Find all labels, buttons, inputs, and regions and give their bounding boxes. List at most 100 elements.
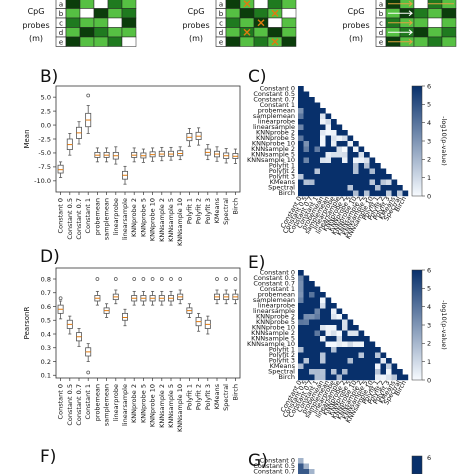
heatmap-cell [364, 374, 370, 381]
box-outlier [86, 370, 91, 375]
matrix-cell [413, 17, 429, 28]
heatmap-row-label: linearprobe [258, 301, 295, 309]
matrix-cell [65, 0, 81, 9]
heatmap-cell [364, 347, 370, 353]
heatmap-cell [314, 174, 321, 180]
box-iqr [57, 164, 64, 174]
heatmap-row-label: KNNprobe 2 [256, 128, 295, 136]
heatmap-cell [303, 341, 310, 348]
heatmap-cell [336, 369, 343, 375]
x-tick-label: Birch [231, 198, 239, 215]
y-tick-label: 2.5 [41, 107, 51, 115]
heatmap-cell [325, 113, 332, 120]
heatmap-cell [314, 297, 321, 304]
heatmap-row-label: Birch [279, 373, 296, 381]
x-tick-label: KNNsample 2 [158, 198, 166, 242]
m-label: (m) [349, 34, 363, 43]
heatmap-cell [320, 369, 326, 375]
heatmap-cell [402, 374, 409, 381]
heatmap-cell [298, 152, 304, 158]
heatmap-cell [303, 314, 310, 320]
heatmap-cell [386, 358, 392, 364]
y-tick-label: 0.8 [41, 275, 51, 283]
heatmap-cell [353, 185, 359, 191]
heatmap-cell [309, 303, 315, 309]
heatmap-cell [380, 352, 387, 359]
heatmap-cell [298, 163, 304, 169]
heatmap-cell [303, 352, 310, 359]
heatmap-cell [353, 325, 359, 331]
heatmap-cell [369, 163, 376, 169]
heatmap-cell [314, 185, 321, 191]
heatmap-cell [298, 325, 304, 331]
heatmap-cell [353, 363, 359, 370]
heatmap-cell [369, 185, 376, 191]
heatmap-cell [309, 97, 315, 103]
matrix-cell [65, 17, 81, 28]
matrix-cell [225, 17, 241, 28]
heatmap-row-label: Polyfit 2 [269, 167, 295, 175]
heatmap-cell [364, 363, 370, 370]
heatmap-row-label: KNNprobe 5 [256, 134, 295, 142]
matrix-cell [427, 36, 443, 47]
heatmap-cell [342, 363, 348, 370]
matrix-cell [121, 36, 137, 47]
heatmap-cell [298, 146, 304, 153]
heatmap-cell [303, 358, 310, 364]
heatmap-cell [364, 168, 370, 175]
heatmap-cell [331, 141, 337, 147]
heatmap-cell [309, 179, 315, 186]
x-tick-label: Polyfit 2 [195, 198, 203, 224]
matrix-cell [121, 17, 137, 28]
heatmap-cell [309, 336, 315, 342]
heatmap-cell [353, 336, 359, 342]
heatmap-cell [314, 374, 321, 381]
x-tick-label: KNNsample 10 [176, 198, 184, 246]
x-tick-label: samplemean [103, 384, 111, 426]
heatmap-cell [303, 469, 309, 474]
matrix-cell [225, 27, 241, 38]
matrix-cell [121, 27, 137, 38]
matrix-cell [413, 8, 429, 19]
heatmap-cell [369, 352, 376, 359]
box-outlier [224, 277, 229, 281]
heatmap-cell [325, 369, 332, 375]
heatmap-cell [314, 141, 321, 147]
heatmap-cell [353, 174, 359, 180]
heatmap-cell [386, 174, 392, 180]
heatmap-cell [331, 341, 337, 348]
box-outlier [58, 296, 63, 301]
heatmap-row-label: Constant 0.5 [253, 462, 295, 470]
heatmap-cell [325, 185, 332, 191]
heatmap-cell [309, 119, 315, 125]
y-tick-label: 0.2 [41, 358, 51, 366]
y-axis-label: Mean [23, 129, 31, 148]
heatmap-cell [320, 358, 326, 364]
heatmap-row-label: linearsample [253, 307, 295, 315]
heatmap-cell [358, 185, 365, 191]
heatmap-cell [309, 374, 315, 381]
heatmap-cell [369, 190, 376, 197]
heatmap-cell [336, 352, 343, 359]
heatmap-cell [369, 363, 376, 370]
heatmap-cell [314, 152, 321, 158]
heatmap-cell [336, 168, 343, 175]
matrix-cell [281, 17, 297, 28]
heatmap-cell [303, 325, 310, 331]
heatmap-cell [303, 275, 310, 282]
heatmap-cell [298, 97, 304, 103]
heatmap-cell [303, 330, 310, 337]
heatmap-cell [320, 119, 326, 125]
x-tick-label: samplemean [103, 198, 111, 240]
matrix-row-label: d [59, 29, 63, 37]
y-tick-label: 0.3 [41, 344, 51, 352]
matrix-row-label: b [59, 10, 64, 18]
matrix-cell [281, 36, 297, 47]
matrix-cell [65, 36, 81, 47]
heatmap-cell [336, 308, 343, 315]
heatmap-cell [347, 330, 354, 337]
matrix-cell [93, 27, 109, 38]
heatmap-cell [342, 141, 348, 147]
